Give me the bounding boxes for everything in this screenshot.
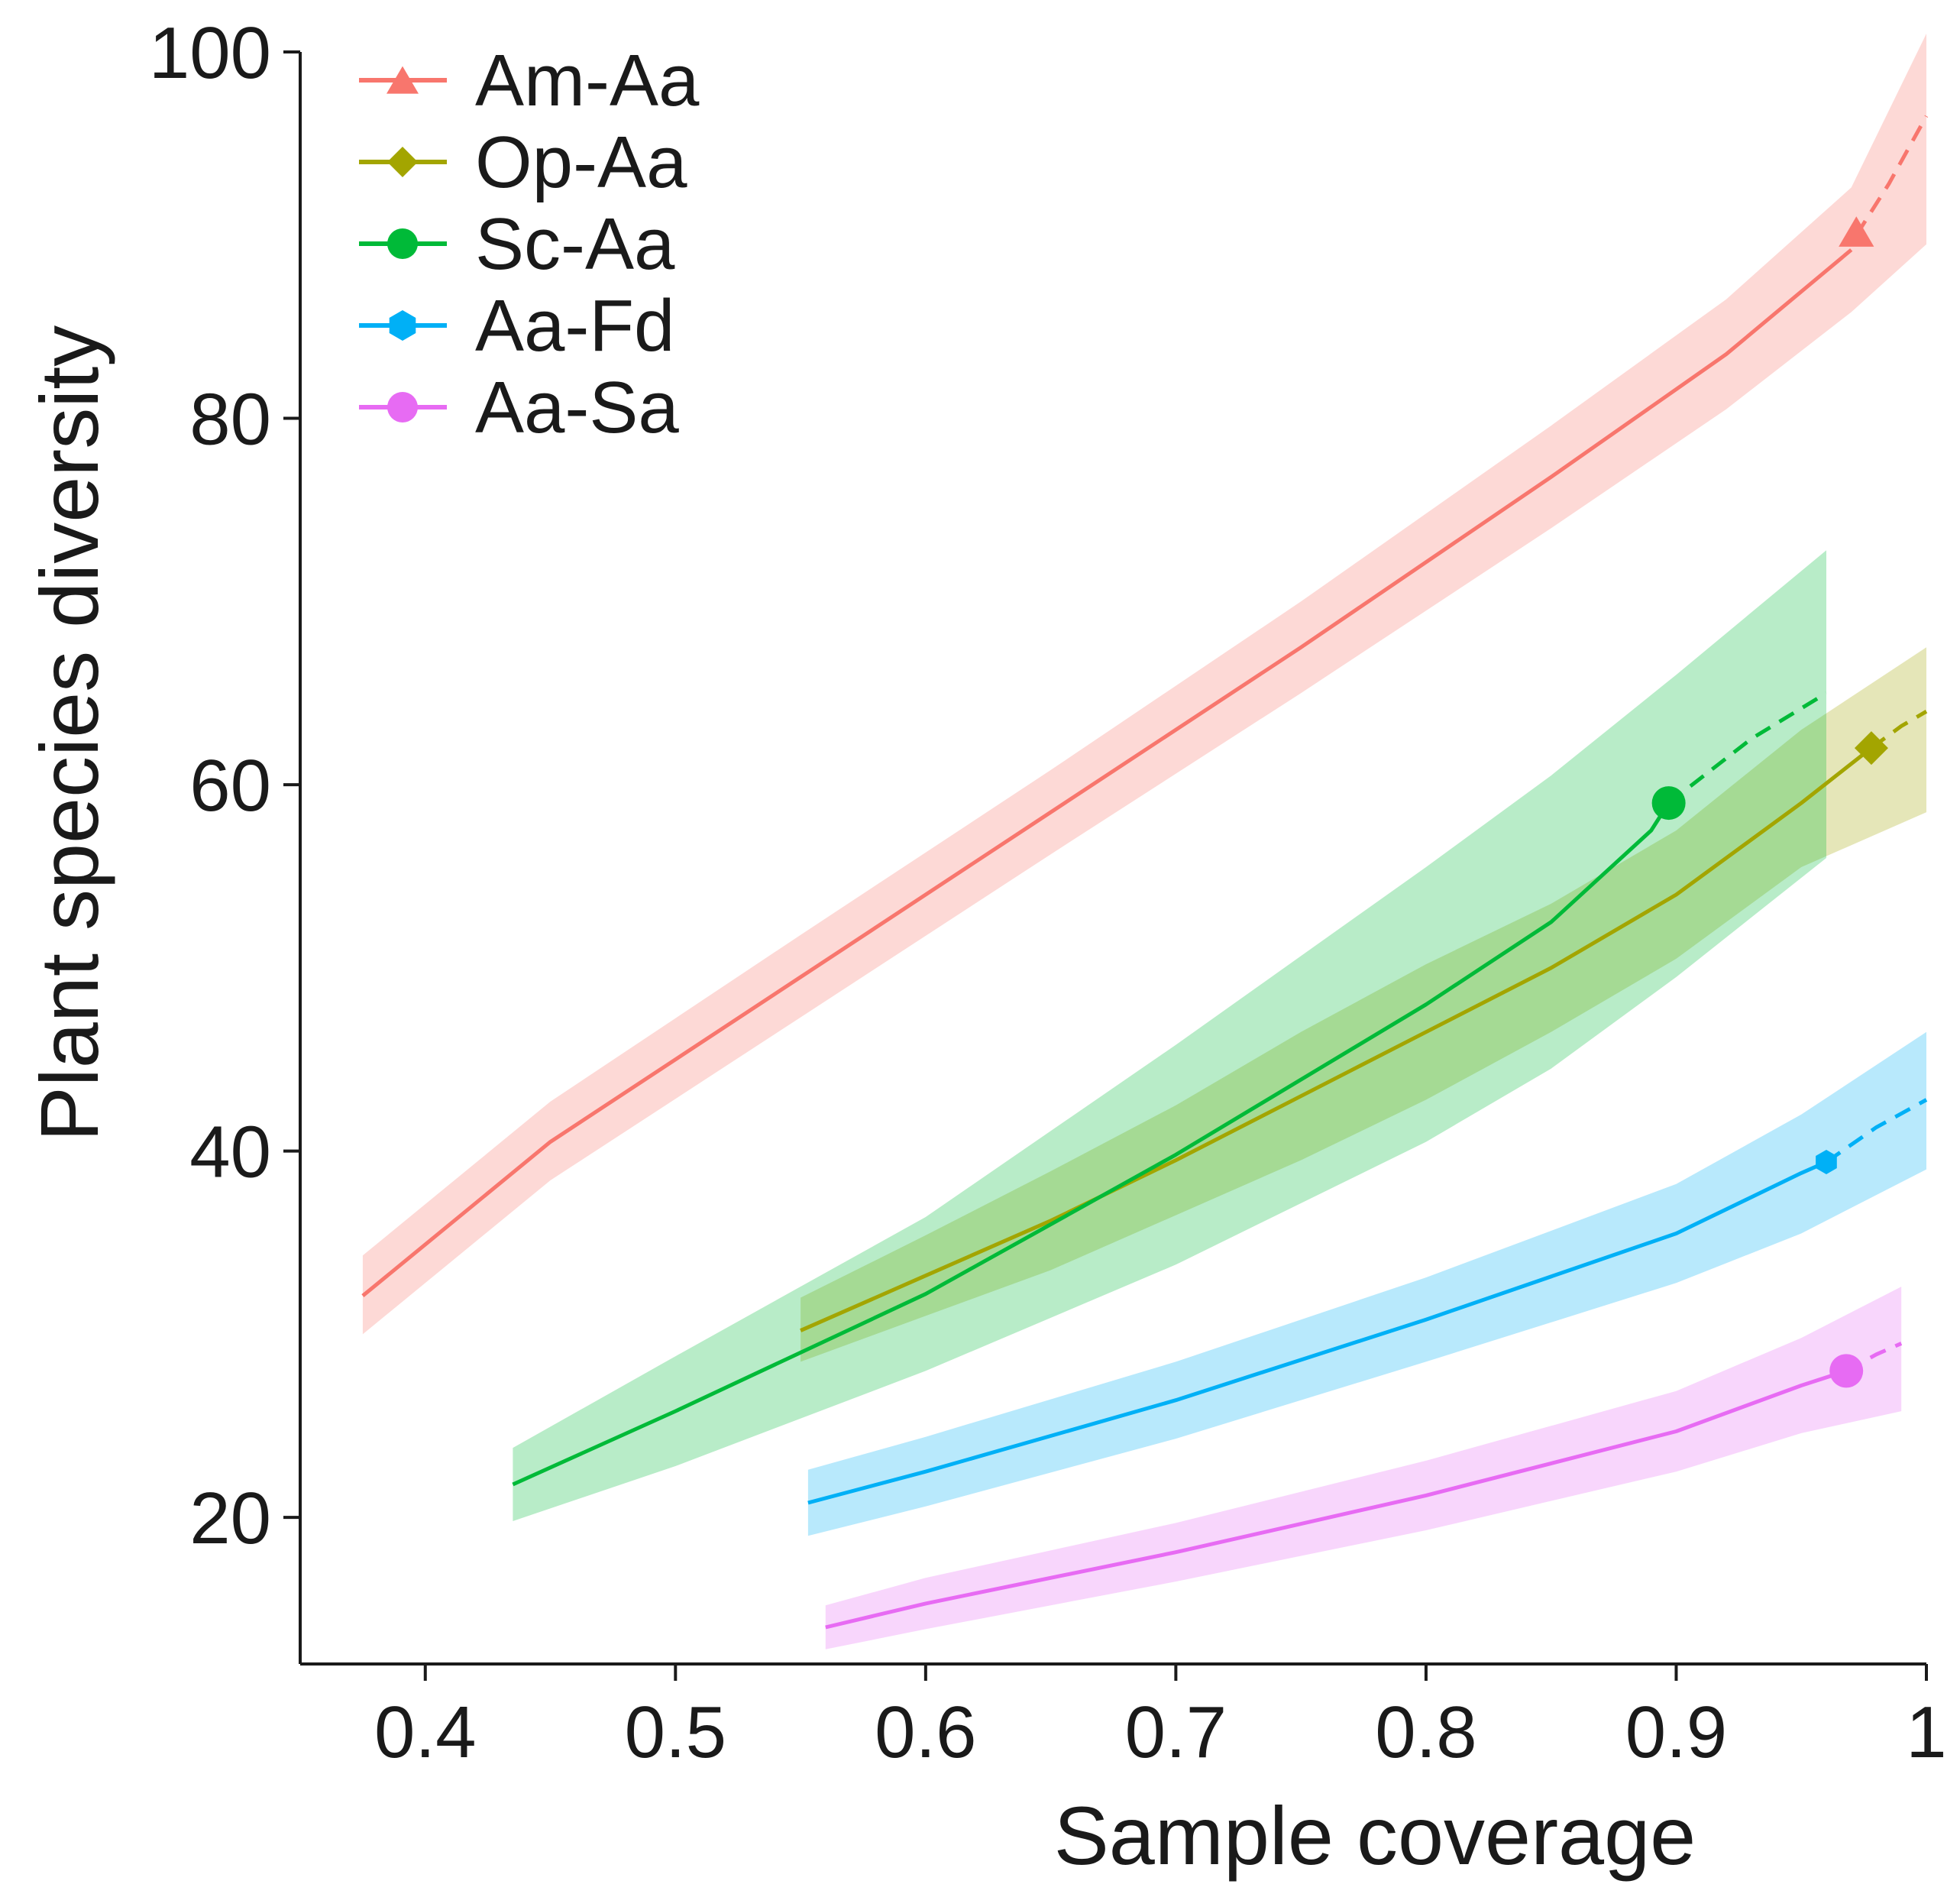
point-op-aa-observed	[1854, 731, 1888, 766]
ci-band-op-aa	[800, 647, 1926, 1362]
x-tick-label: 0.5	[625, 1691, 726, 1773]
x-tick-label: 0.9	[1625, 1691, 1727, 1773]
point-sc-aa-observed	[1651, 786, 1686, 821]
x-tick-label: 0.6	[875, 1691, 976, 1773]
legend-label-aa-sa: Aa-Sa	[475, 367, 679, 448]
line-aa-fd-interpolated	[807, 1160, 1828, 1505]
ci-band-aa-sa	[825, 1287, 1902, 1649]
line-aa-fd-extrapolated	[1825, 1098, 1928, 1164]
line-am-aa-extrapolated	[1855, 115, 1929, 237]
y-axis-ticks: 20 40 60 80 100	[149, 12, 300, 1559]
legend-label-aa-fd: Aa-Fd	[475, 285, 674, 367]
legend-label-am-aa: Am-Aa	[475, 40, 700, 121]
x-tick-label: 0.8	[1375, 1691, 1476, 1773]
line-am-aa-interpolated	[361, 248, 1853, 1298]
legend-marker-aa-fd	[389, 310, 416, 341]
x-tick-label: 0.7	[1125, 1691, 1227, 1773]
point-am-aa-observed	[1839, 216, 1874, 247]
legend-label-op-aa: Op-Aa	[475, 121, 687, 203]
y-axis-title: Plant species diversity	[23, 325, 115, 1141]
y-tick-label: 60	[189, 745, 271, 827]
x-tick-label: 1	[1906, 1691, 1946, 1773]
x-tick-label: 0.4	[374, 1691, 476, 1773]
legend-marker-aa-sa	[387, 392, 418, 422]
line-sc-aa-interpolated	[512, 801, 1671, 1487]
x-axis-ticks: 0.4 0.5 0.6 0.7 0.8 0.9 1	[374, 1664, 1947, 1773]
y-tick-label: 20	[189, 1478, 271, 1559]
line-op-aa-extrapolated	[1870, 710, 1928, 750]
legend-marker-am-aa	[387, 66, 419, 94]
y-tick-label: 100	[149, 12, 271, 94]
line-sc-aa-extrapolated	[1667, 691, 1828, 805]
series-lines	[361, 115, 1929, 1630]
legend-marker-op-aa	[387, 147, 418, 177]
observed-markers	[1651, 216, 1888, 1388]
ci-band-aa-fd	[807, 1031, 1926, 1536]
y-tick-label: 80	[189, 379, 271, 461]
ci-band-sc-aa	[513, 550, 1826, 1522]
legend-marker-sc-aa	[387, 228, 418, 259]
legend-label-sc-aa: Sc-Aa	[475, 203, 675, 285]
line-aa-sa-interpolated	[825, 1369, 1847, 1630]
point-aa-sa-observed	[1829, 1354, 1864, 1388]
x-axis-title: Sample coverage	[1054, 1789, 1696, 1882]
point-aa-fd-observed	[1816, 1150, 1837, 1174]
y-tick-label: 40	[189, 1112, 271, 1193]
line-op-aa-interpolated	[800, 746, 1873, 1332]
